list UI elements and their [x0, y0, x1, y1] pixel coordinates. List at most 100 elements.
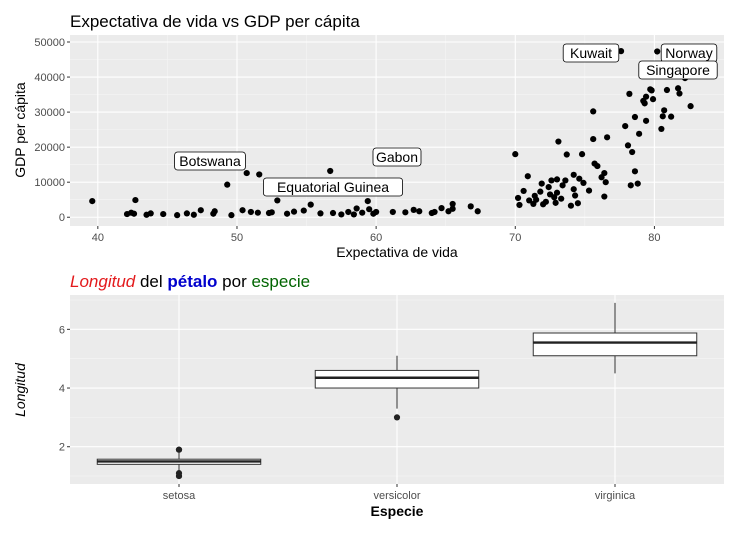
annotation-label: Norway [665, 45, 712, 61]
scatter-point [580, 179, 587, 186]
scatter-point [283, 210, 291, 217]
scatter-point [687, 103, 694, 110]
scatter-point [658, 125, 665, 133]
scatter-point [624, 142, 632, 149]
scatter-point [578, 151, 586, 158]
scatter-point [558, 195, 565, 202]
scatter-panel [70, 35, 724, 226]
scatter-point [552, 199, 559, 206]
scatter-point [585, 187, 593, 194]
scatter-point [364, 198, 371, 205]
annotation-label: Equatorial Guinea [277, 179, 389, 195]
boxplot-title-part: por [217, 272, 251, 291]
annotation-box [174, 151, 246, 171]
scatter-point [629, 148, 636, 156]
scatter-x-tick-label: 50 [231, 232, 243, 244]
scatter-point [617, 48, 625, 55]
scatter-point [410, 206, 417, 213]
scatter-point [654, 48, 661, 55]
boxplot-y-axis-label: Longitud [12, 362, 28, 417]
scatter-point [467, 203, 474, 210]
boxplot-title-part: especie [251, 272, 310, 291]
boxplot-title-part: pétalo [167, 272, 217, 291]
annotation-box [262, 177, 403, 197]
scatter-point [634, 180, 641, 187]
boxplot-y-tick-label: 2 [59, 442, 65, 454]
scatter-point [317, 210, 324, 217]
scatter-point [345, 208, 352, 216]
box-virginica [532, 302, 698, 374]
boxplot-x-axis-label: Especie [371, 503, 424, 519]
scatter-point [661, 107, 668, 114]
scatter-y-tick-label: 40000 [34, 72, 65, 84]
scatter-point [197, 207, 204, 214]
scatter-point [562, 177, 569, 184]
box-setosa [96, 446, 262, 480]
scatter-point [524, 173, 531, 180]
scatter-axis-ticks: 40 50 60 70 80 0 10000 20000 30000 40000 50000 [34, 37, 660, 244]
scatter-point [601, 169, 608, 177]
scatter-point [674, 85, 682, 92]
boxplot-y-tick-label: 4 [59, 383, 65, 395]
scatter-point [576, 175, 583, 182]
boxplot-axis-ticks: 2 4 6 setosa versicolor virginica [59, 324, 636, 502]
scatter-point [228, 212, 235, 219]
boxplot-y-tick-label: 6 [59, 324, 65, 336]
scatter-point [274, 197, 281, 204]
scatter-point [239, 207, 246, 214]
scatter-point [631, 168, 639, 175]
scatter-point [648, 87, 655, 94]
scatter-point [243, 169, 250, 177]
box-outlier [175, 446, 183, 453]
scatter-point [449, 205, 456, 212]
scatter-chart: Expectativa de vida vs GDP per cápita Ku… [12, 12, 724, 260]
scatter-point [537, 188, 544, 195]
scatter-x-tick-label: 70 [509, 232, 521, 244]
scatter-point [570, 186, 577, 193]
scatter-point [668, 113, 675, 120]
scatter-point [570, 171, 577, 178]
scatter-point [548, 177, 555, 184]
scatter-point [183, 210, 190, 217]
scatter-x-axis-label: Expectativa de vida [336, 244, 458, 260]
boxplot-title: Longitud del pétalo por especie [70, 272, 310, 291]
scatter-point [211, 208, 218, 215]
boxplot-chart: Longitud del pétalo por especie 2 4 6 setos… [12, 272, 724, 519]
scatter-x-tick-label: 80 [648, 232, 660, 244]
scatter-point [649, 96, 657, 103]
scatter-point [555, 138, 562, 145]
scatter-point [663, 86, 671, 94]
scatter-point [604, 134, 611, 141]
scatter-point [256, 171, 263, 178]
scatter-point [642, 93, 650, 100]
scatter-point [563, 151, 570, 158]
scatter-title: Expectativa de vida vs GDP per cápita [70, 12, 360, 31]
scatter-point [402, 209, 409, 216]
box-outlier [175, 470, 183, 477]
scatter-point [359, 209, 366, 216]
boxplot-x-tick-label: setosa [163, 490, 196, 502]
scatter-point [622, 123, 629, 130]
scatter-y-tick-label: 50000 [34, 37, 65, 49]
scatter-point [636, 130, 643, 137]
scatter-point [512, 151, 519, 158]
scatter-point [551, 194, 558, 201]
scatter-point [373, 208, 380, 216]
scatter-y-tick-label: 10000 [34, 177, 65, 189]
scatter-y-tick-label: 20000 [34, 142, 65, 154]
scatter-point [574, 200, 581, 207]
annotation-box [562, 43, 620, 63]
scatter-point [449, 200, 456, 208]
scatter-point [438, 205, 445, 212]
scatter-point [559, 182, 566, 189]
scatter-point [520, 187, 527, 195]
scatter-point [676, 90, 683, 97]
scatter-point [353, 205, 360, 212]
scatter-x-tick-label: 40 [92, 232, 104, 244]
scatter-point [190, 211, 197, 218]
scatter-point [89, 198, 96, 205]
scatter-point [416, 208, 423, 215]
scatter-point [641, 100, 648, 107]
scatter-point [247, 208, 254, 216]
